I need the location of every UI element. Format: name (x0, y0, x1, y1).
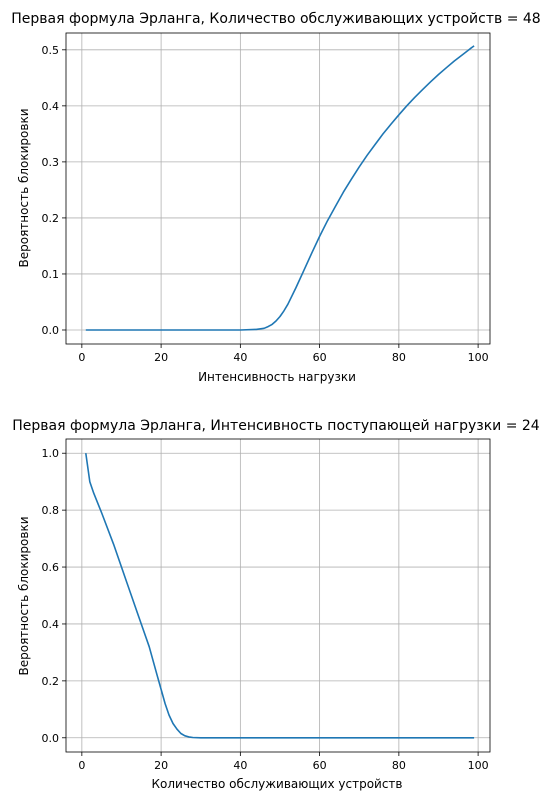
y-tick-label: 0.4 (42, 618, 60, 631)
series-line (85, 453, 475, 739)
y-tick-label: 0.8 (42, 504, 60, 517)
y-tick-label: 0.0 (42, 324, 60, 337)
x-axis-label: Количество обслуживающих устройств (152, 777, 403, 791)
x-tick-label: 80 (392, 351, 406, 364)
y-ticks: 0.0 0.2 0.4 0.6 0.8 1.0 (42, 447, 66, 745)
y-tick-label: 0.4 (42, 100, 60, 113)
x-tick-label: 0 (78, 759, 85, 772)
x-axis-label: Интенсивность нагрузки (198, 370, 356, 384)
x-tick-label: 60 (313, 351, 327, 364)
series-line (85, 45, 475, 331)
x-ticks: 0 20 40 60 80 100 (78, 752, 489, 772)
axes-frame (65, 438, 491, 753)
y-tick-label: 0.5 (42, 44, 60, 57)
x-tick-label: 100 (468, 759, 489, 772)
y-tick-label: 0.0 (42, 732, 60, 745)
axes-frame (65, 32, 491, 345)
x-tick-label: 80 (392, 759, 406, 772)
x-tick-label: 40 (233, 759, 247, 772)
x-tick-label: 40 (233, 351, 247, 364)
y-ticks: 0.0 0.1 0.2 0.3 0.4 0.5 (42, 44, 66, 337)
y-axis-label: Вероятность блокировки (17, 517, 31, 676)
x-tick-label: 20 (154, 351, 168, 364)
x-ticks: 0 20 40 60 80 100 (78, 344, 489, 364)
x-tick-label: 60 (313, 759, 327, 772)
chart-title: Первая формула Эрланга, Интенсивность по… (12, 418, 540, 434)
grid (66, 439, 490, 752)
x-tick-label: 20 (154, 759, 168, 772)
y-tick-label: 1.0 (42, 447, 60, 460)
x-tick-label: 0 (78, 351, 85, 364)
plot-lines (85, 453, 475, 739)
y-tick-label: 0.2 (42, 212, 60, 225)
y-axis-label: Вероятность блокировки (17, 109, 31, 268)
y-tick-label: 0.6 (42, 561, 60, 574)
y-tick-label: 0.2 (42, 675, 60, 688)
chart-erlang-vs-servers: Первая формула Эрланга, Интенсивность по… (12, 418, 540, 791)
chart-title: Первая формула Эрланга, Количество обслу… (11, 11, 540, 27)
plot-lines (85, 45, 475, 331)
chart-erlang-vs-load: Первая формула Эрланга, Количество обслу… (11, 11, 540, 384)
y-tick-label: 0.1 (42, 268, 60, 281)
grid (66, 33, 490, 344)
y-tick-label: 0.3 (42, 156, 60, 169)
x-tick-label: 100 (468, 351, 489, 364)
